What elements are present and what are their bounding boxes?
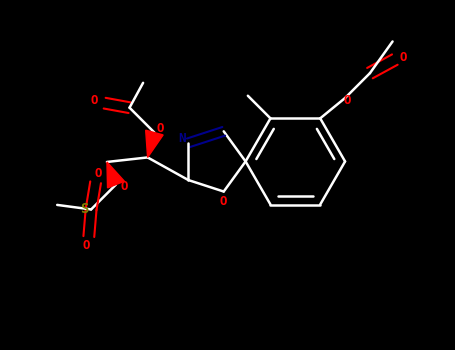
Text: O: O (156, 122, 164, 135)
Text: N: N (178, 132, 185, 145)
Text: O: O (121, 180, 128, 193)
Text: O: O (399, 51, 407, 64)
Text: O: O (91, 94, 98, 107)
Text: O: O (94, 167, 101, 180)
Polygon shape (107, 162, 124, 188)
Text: O: O (83, 239, 91, 252)
Text: S: S (80, 202, 89, 216)
Text: O: O (220, 195, 228, 208)
Polygon shape (146, 130, 163, 158)
Text: O: O (344, 94, 351, 107)
